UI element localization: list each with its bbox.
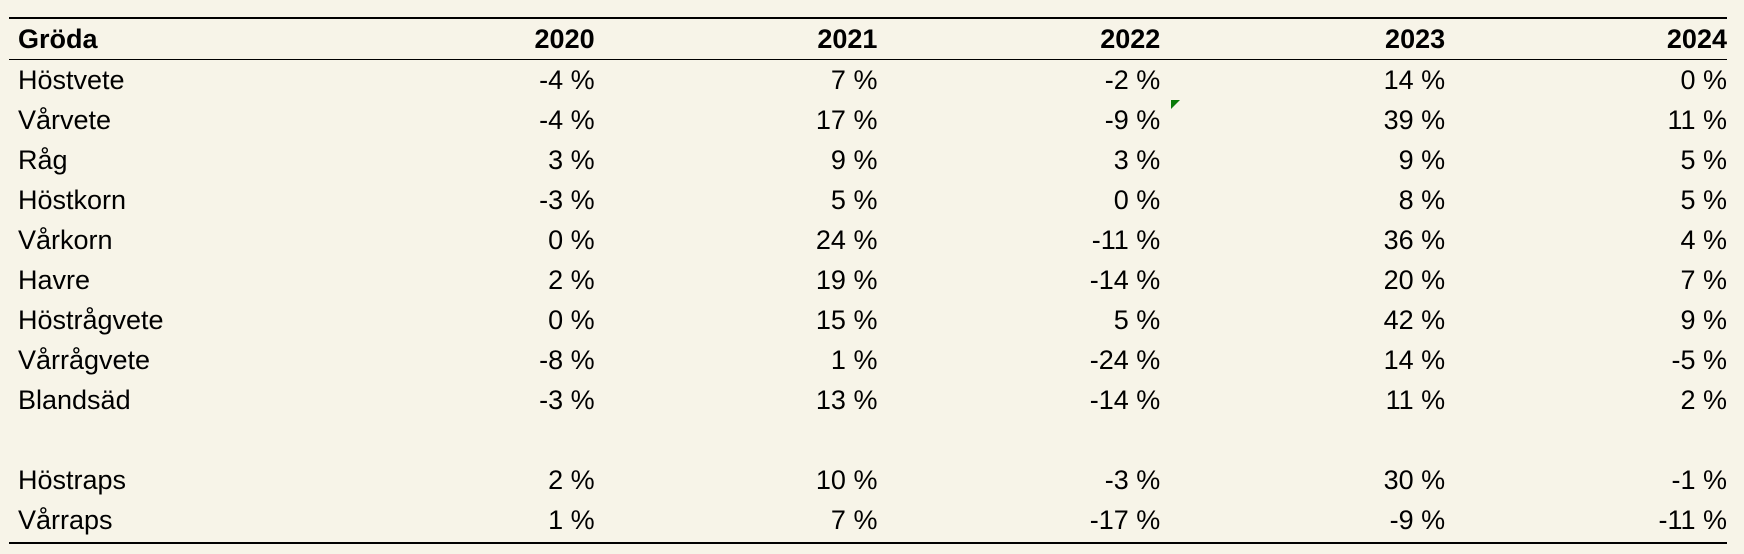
table-cell: 10 %	[815, 465, 878, 495]
table-cell: -11 %	[1658, 505, 1727, 535]
table-cell: 1 %	[830, 345, 878, 375]
table-cell: 36 %	[1383, 225, 1446, 255]
table-cell: 13 %	[815, 385, 878, 415]
row-label: Vårkorn	[18, 225, 113, 255]
table-cell: 42 %	[1383, 305, 1446, 335]
table-cell: 0 %	[1113, 185, 1161, 215]
table-cell: 2 %	[1680, 385, 1727, 415]
table-cell: 8 %	[1398, 185, 1446, 215]
table-row: Höstkorn -3 % 5 % 0 % 8 % 5 %	[9, 180, 1727, 220]
table-row: Höstraps 2 % 10 % -3 % 30 % -1 %	[9, 460, 1727, 500]
table-row: Råg 3 % 9 % 3 % 9 % 5 %	[9, 140, 1727, 180]
table-cell: 9 %	[830, 145, 878, 175]
table-cell: -9 %	[1389, 505, 1446, 535]
header-year-2024: 2024	[1666, 24, 1727, 54]
table-cell: 7 %	[830, 505, 878, 535]
table-cell: -5 %	[1671, 345, 1727, 375]
table-cell: 3 %	[1113, 145, 1161, 175]
table-cell: 15 %	[815, 305, 878, 335]
table-cell: 17 %	[815, 105, 878, 135]
table-row: Vårrågvete -8 % 1 % -24 % 14 % -5 %	[9, 340, 1727, 380]
header-row: Gröda 2020 2021 2022 2023 2024	[9, 19, 1727, 60]
table-row: Vårkorn 0 % 24 % -11 % 36 % 4 %	[9, 220, 1727, 260]
table-cell: -11 %	[1091, 225, 1161, 255]
table-cell: 30 %	[1383, 465, 1446, 495]
row-label: Råg	[18, 145, 68, 175]
row-label: Havre	[18, 265, 91, 295]
row-label: Vårvete	[18, 105, 112, 135]
blank-row	[9, 420, 1727, 460]
row-label: Höstvete	[18, 65, 125, 95]
table-cell: 20 %	[1383, 265, 1446, 295]
row-label: Höstraps	[18, 465, 127, 495]
table-cell: 19 %	[815, 265, 878, 295]
table-cell: 3 %	[548, 145, 595, 175]
top-rule	[9, 17, 1727, 19]
table-row: Höstvete -4 % 7 % -2 % 14 % 0 %	[9, 60, 1727, 100]
table-cell: 5 %	[830, 185, 878, 215]
table-cell: 24 %	[815, 225, 878, 255]
table-cell: -3 %	[539, 385, 595, 415]
row-label: Blandsäd	[18, 385, 131, 415]
table-cell: -3 %	[1104, 465, 1161, 495]
table-cell: -17 %	[1089, 505, 1161, 535]
table-cell: 9 %	[1398, 145, 1446, 175]
table-cell: -4 %	[539, 105, 595, 135]
table-cell: -24 %	[1089, 345, 1161, 375]
table-cell: -8 %	[539, 345, 595, 375]
table-cell: 0 %	[548, 305, 595, 335]
header-year-2021: 2021	[817, 24, 878, 54]
table-row: Vårvete -4 % 17 % -9 % 39 % 11 %	[9, 100, 1727, 140]
table-cell: -4 %	[539, 65, 595, 95]
table-cell: 0 %	[548, 225, 595, 255]
table-cell: 9 %	[1680, 305, 1727, 335]
row-label: Höstrågvete	[18, 305, 164, 335]
table-cell: -1 %	[1671, 465, 1727, 495]
table-cell: 5 %	[1680, 185, 1727, 215]
table-cell: 39 %	[1383, 105, 1446, 135]
header-crop-label: Gröda	[18, 24, 98, 54]
header-year-2022: 2022	[1100, 24, 1161, 54]
table-cell: 5 %	[1680, 145, 1727, 175]
table-cell: 2 %	[548, 465, 595, 495]
table-cell: -2 %	[1104, 65, 1161, 95]
table-cell: 14 %	[1383, 345, 1446, 375]
table-row: Vårraps 1 % 7 % -17 % -9 % -11 %	[9, 500, 1727, 540]
table-row: Blandsäd -3 % 13 % -14 % 11 % 2 %	[9, 380, 1727, 420]
table-cell: 7 %	[830, 65, 878, 95]
table-cell-with-comment[interactable]: -9 %	[877, 100, 1181, 140]
table-cell: 1 %	[548, 505, 595, 535]
comment-indicator-icon[interactable]	[1171, 100, 1181, 109]
table-row: Höstrågvete 0 % 15 % 5 % 42 % 9 %	[9, 300, 1727, 340]
table-cell: 7 %	[1680, 265, 1727, 295]
table-cell: 4 %	[1680, 225, 1727, 255]
table-cell: 0 %	[1680, 65, 1727, 95]
table-cell: -3 %	[539, 185, 595, 215]
crop-change-table: Gröda 2020 2021 2022 2023 2024 Höstvete …	[9, 17, 1727, 544]
header-year-2023: 2023	[1385, 24, 1446, 54]
bottom-rule	[9, 542, 1727, 544]
table-cell: 11 %	[1667, 105, 1727, 135]
table-cell: 11 %	[1385, 385, 1446, 415]
table-cell: 2 %	[548, 265, 595, 295]
table-row: Havre 2 % 19 % -14 % 20 % 7 %	[9, 260, 1727, 300]
table-cell: -14 %	[1089, 265, 1161, 295]
table-cell: 14 %	[1383, 65, 1446, 95]
table-cell: 5 %	[1113, 305, 1161, 335]
row-label: Vårraps	[18, 505, 113, 535]
header-year-2020: 2020	[534, 24, 595, 54]
table-cell: -14 %	[1089, 385, 1161, 415]
cell-value: -9 %	[1104, 105, 1161, 135]
row-label: Höstkorn	[18, 185, 127, 215]
row-label: Vårrågvete	[18, 345, 151, 375]
